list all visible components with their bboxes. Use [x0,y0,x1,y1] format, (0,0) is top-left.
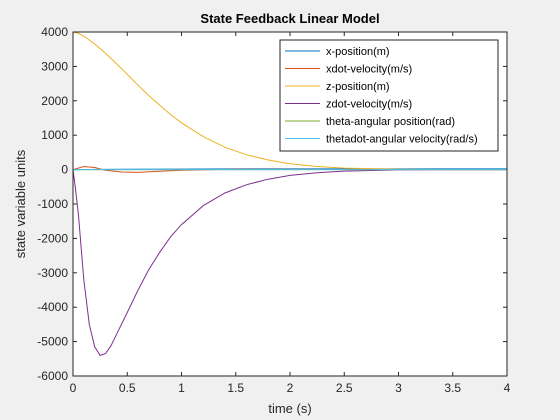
series-lines [72,31,507,356]
y-tick-label: 1000 [41,128,68,142]
x-tick-label: 3 [395,381,402,395]
y-tick-label: -1000 [37,197,68,211]
x-tick-label: 2 [287,381,294,395]
legend-label-4: theta-angular position(rad) [326,116,455,128]
y-axis-label: state variable units [13,149,28,258]
legend-label-5: thetadot-angular velocity(rad/s) [326,134,478,146]
y-tick-label: -4000 [37,300,68,314]
x-tick-label: 2.5 [336,381,353,395]
x-tick-label: 1 [178,381,185,395]
axes-box [72,31,508,377]
y-tick-label: -5000 [37,335,68,349]
x-tick-label: 4 [504,381,511,395]
y-tick-label: 0 [61,163,68,177]
x-tick-label: 1.5 [227,381,244,395]
legend-box [279,39,499,152]
y-tick-label: -6000 [37,369,68,383]
y-tick-label: -2000 [37,231,68,245]
legend-label-2: z-position(m) [326,81,390,93]
x-tick-label: 0.5 [119,381,136,395]
y-tick-label: 3000 [41,59,68,73]
legend-label-1: xdot-velocity(m/s) [326,64,412,76]
series-line-2 [72,31,507,171]
legend-label-0: x-position(m) [326,46,390,58]
y-tick-label: -3000 [37,266,68,280]
legend-label-3: zdot-velocity(m/s) [326,99,412,111]
x-axis-label: time (s) [268,401,311,416]
axis-ticks: 0 0.5 1 1.5 2 2.5 3 3.5 4 -6000 -5000 -4000 -3000 -20… [37,25,510,395]
series-line-3 [72,169,507,356]
x-tick-label: 0 [70,381,77,395]
legend: x-position(m) xdot-velocity(m/s) z-positio… [279,39,499,152]
y-tick-label: 4000 [41,25,68,39]
chart-title: State Feedback Linear Model [200,11,379,26]
y-tick-label: 2000 [41,94,68,108]
x-tick-label: 3.5 [444,381,461,395]
